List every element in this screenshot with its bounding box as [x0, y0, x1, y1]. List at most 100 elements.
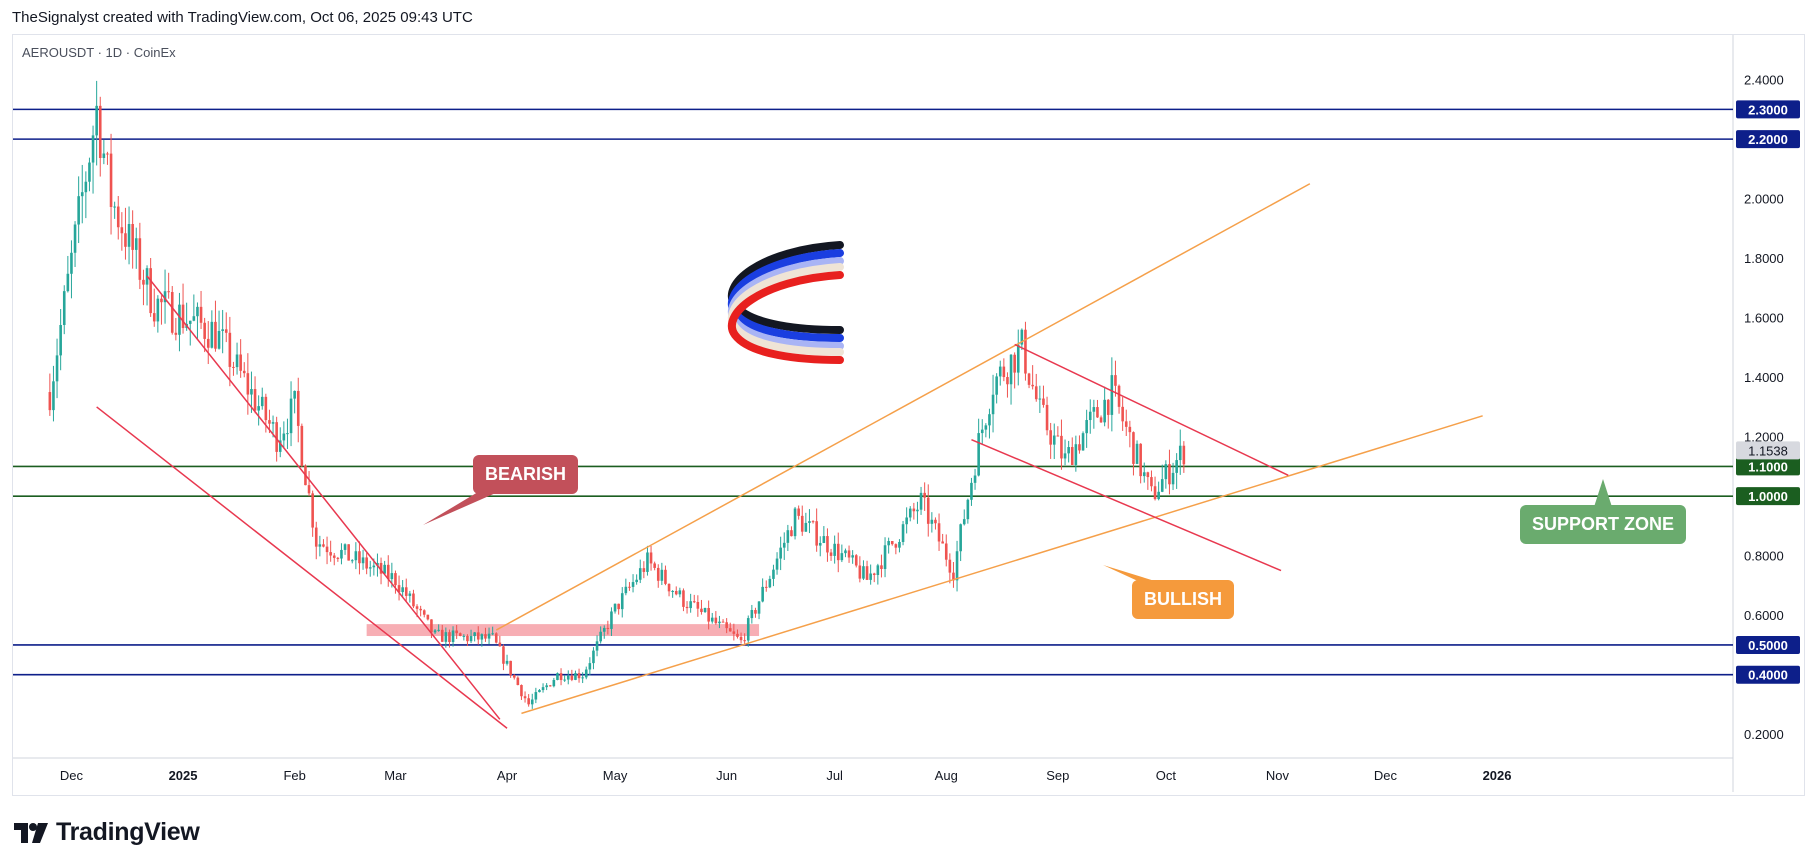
candle-body	[826, 536, 829, 553]
candle-body	[84, 181, 88, 193]
candle-body	[836, 543, 840, 561]
candle-body	[1020, 329, 1024, 345]
candle-body	[1060, 435, 1063, 459]
candle-body	[566, 675, 570, 680]
candle-body	[815, 521, 818, 546]
candle-body	[170, 292, 174, 333]
candle-body	[577, 673, 581, 679]
candle-body	[962, 519, 966, 525]
bearish-channel-lower	[96, 406, 508, 729]
candle-body	[768, 578, 772, 588]
candle-body	[358, 551, 361, 564]
tradingview-logo[interactable]: TradingView	[14, 818, 200, 847]
candle-body	[905, 517, 908, 525]
candle-body	[322, 544, 325, 547]
x-tick-label: Nov	[1266, 768, 1290, 783]
candle-body	[286, 433, 289, 435]
candle-body	[746, 618, 750, 641]
candle-body	[696, 601, 700, 609]
candle-body	[134, 238, 138, 250]
chart-header: TheSignalyst created with TradingView.co…	[12, 9, 473, 26]
candle-body	[314, 527, 318, 547]
candle-body	[379, 562, 383, 574]
candle-body	[818, 542, 822, 546]
candle-body	[941, 541, 944, 544]
x-tick-label: Jun	[716, 768, 737, 783]
candle-body	[98, 105, 102, 158]
candle-body	[800, 515, 804, 532]
tradingview-logo-icon	[14, 822, 48, 843]
candle-body	[1142, 472, 1146, 477]
candle-body	[883, 545, 887, 569]
bullish-pointer	[1103, 565, 1158, 582]
candle-body	[642, 568, 646, 572]
candle-body	[545, 685, 548, 688]
candle-body	[1182, 445, 1186, 465]
candle-body	[779, 547, 782, 559]
x-tick-label: 2026	[1483, 768, 1512, 783]
brand-swoosh-icon	[727, 241, 844, 364]
candle-body	[228, 332, 232, 367]
candle-body	[203, 322, 206, 339]
level-label-bg	[1736, 665, 1800, 684]
candle-body	[390, 573, 394, 580]
level-label: 2.2000	[1748, 132, 1788, 147]
candle-body	[728, 628, 732, 632]
candle-body	[851, 555, 854, 558]
candle-body	[458, 633, 462, 636]
candle-body	[761, 586, 764, 602]
candle-body	[710, 617, 714, 622]
candle-body	[505, 660, 509, 664]
candle-body	[502, 646, 505, 664]
candle-body	[487, 633, 491, 639]
candles	[48, 80, 1186, 709]
symbol-line: AEROUSDT · 1D · CoinEx	[22, 45, 176, 60]
candle-body	[563, 679, 566, 681]
candle-body	[556, 673, 559, 680]
candle-body	[433, 630, 437, 633]
candle-body	[109, 153, 113, 207]
candle-body	[620, 593, 624, 610]
candle-body	[1146, 472, 1150, 478]
candle-body	[592, 650, 595, 664]
candle-body	[77, 196, 80, 225]
bullish-trendline	[521, 415, 1483, 715]
candle-body	[955, 551, 959, 581]
candle-body	[876, 565, 880, 575]
candle-body	[887, 541, 890, 546]
candle-body	[847, 550, 851, 558]
candle-body	[1009, 354, 1013, 385]
candle-body	[764, 586, 768, 588]
y-tick-label: 1.6000	[1744, 311, 1784, 326]
candle-body	[588, 663, 592, 670]
candle-body	[217, 330, 221, 349]
candle-body	[1067, 447, 1070, 454]
candle-body	[790, 530, 793, 537]
candle-body	[116, 206, 120, 228]
candle-body	[156, 298, 160, 322]
level-label: 1.0000	[1748, 489, 1788, 504]
candle-body	[725, 622, 728, 629]
candle-body	[52, 381, 55, 411]
candle-body	[998, 366, 1002, 377]
level-label: 0.4000	[1748, 668, 1788, 683]
bearish-pointer	[423, 492, 498, 525]
candle-body	[1081, 433, 1085, 451]
candle-body	[469, 636, 473, 642]
candle-body	[80, 192, 84, 197]
level-label: 0.5000	[1748, 638, 1788, 653]
chart-frame[interactable]	[12, 34, 1805, 796]
y-tick-label: 2.0000	[1744, 192, 1784, 207]
candle-body	[340, 549, 343, 559]
candle-body	[1114, 375, 1117, 386]
candle-body	[1038, 398, 1042, 400]
x-tick-label: Apr	[497, 768, 518, 783]
candle-body	[1013, 354, 1016, 373]
candle-body	[206, 338, 210, 348]
y-tick-label: 1.4000	[1744, 370, 1784, 385]
candle-body	[235, 354, 239, 368]
candle-body	[106, 153, 109, 155]
candle-body	[1099, 417, 1103, 423]
candle-body	[509, 660, 512, 676]
